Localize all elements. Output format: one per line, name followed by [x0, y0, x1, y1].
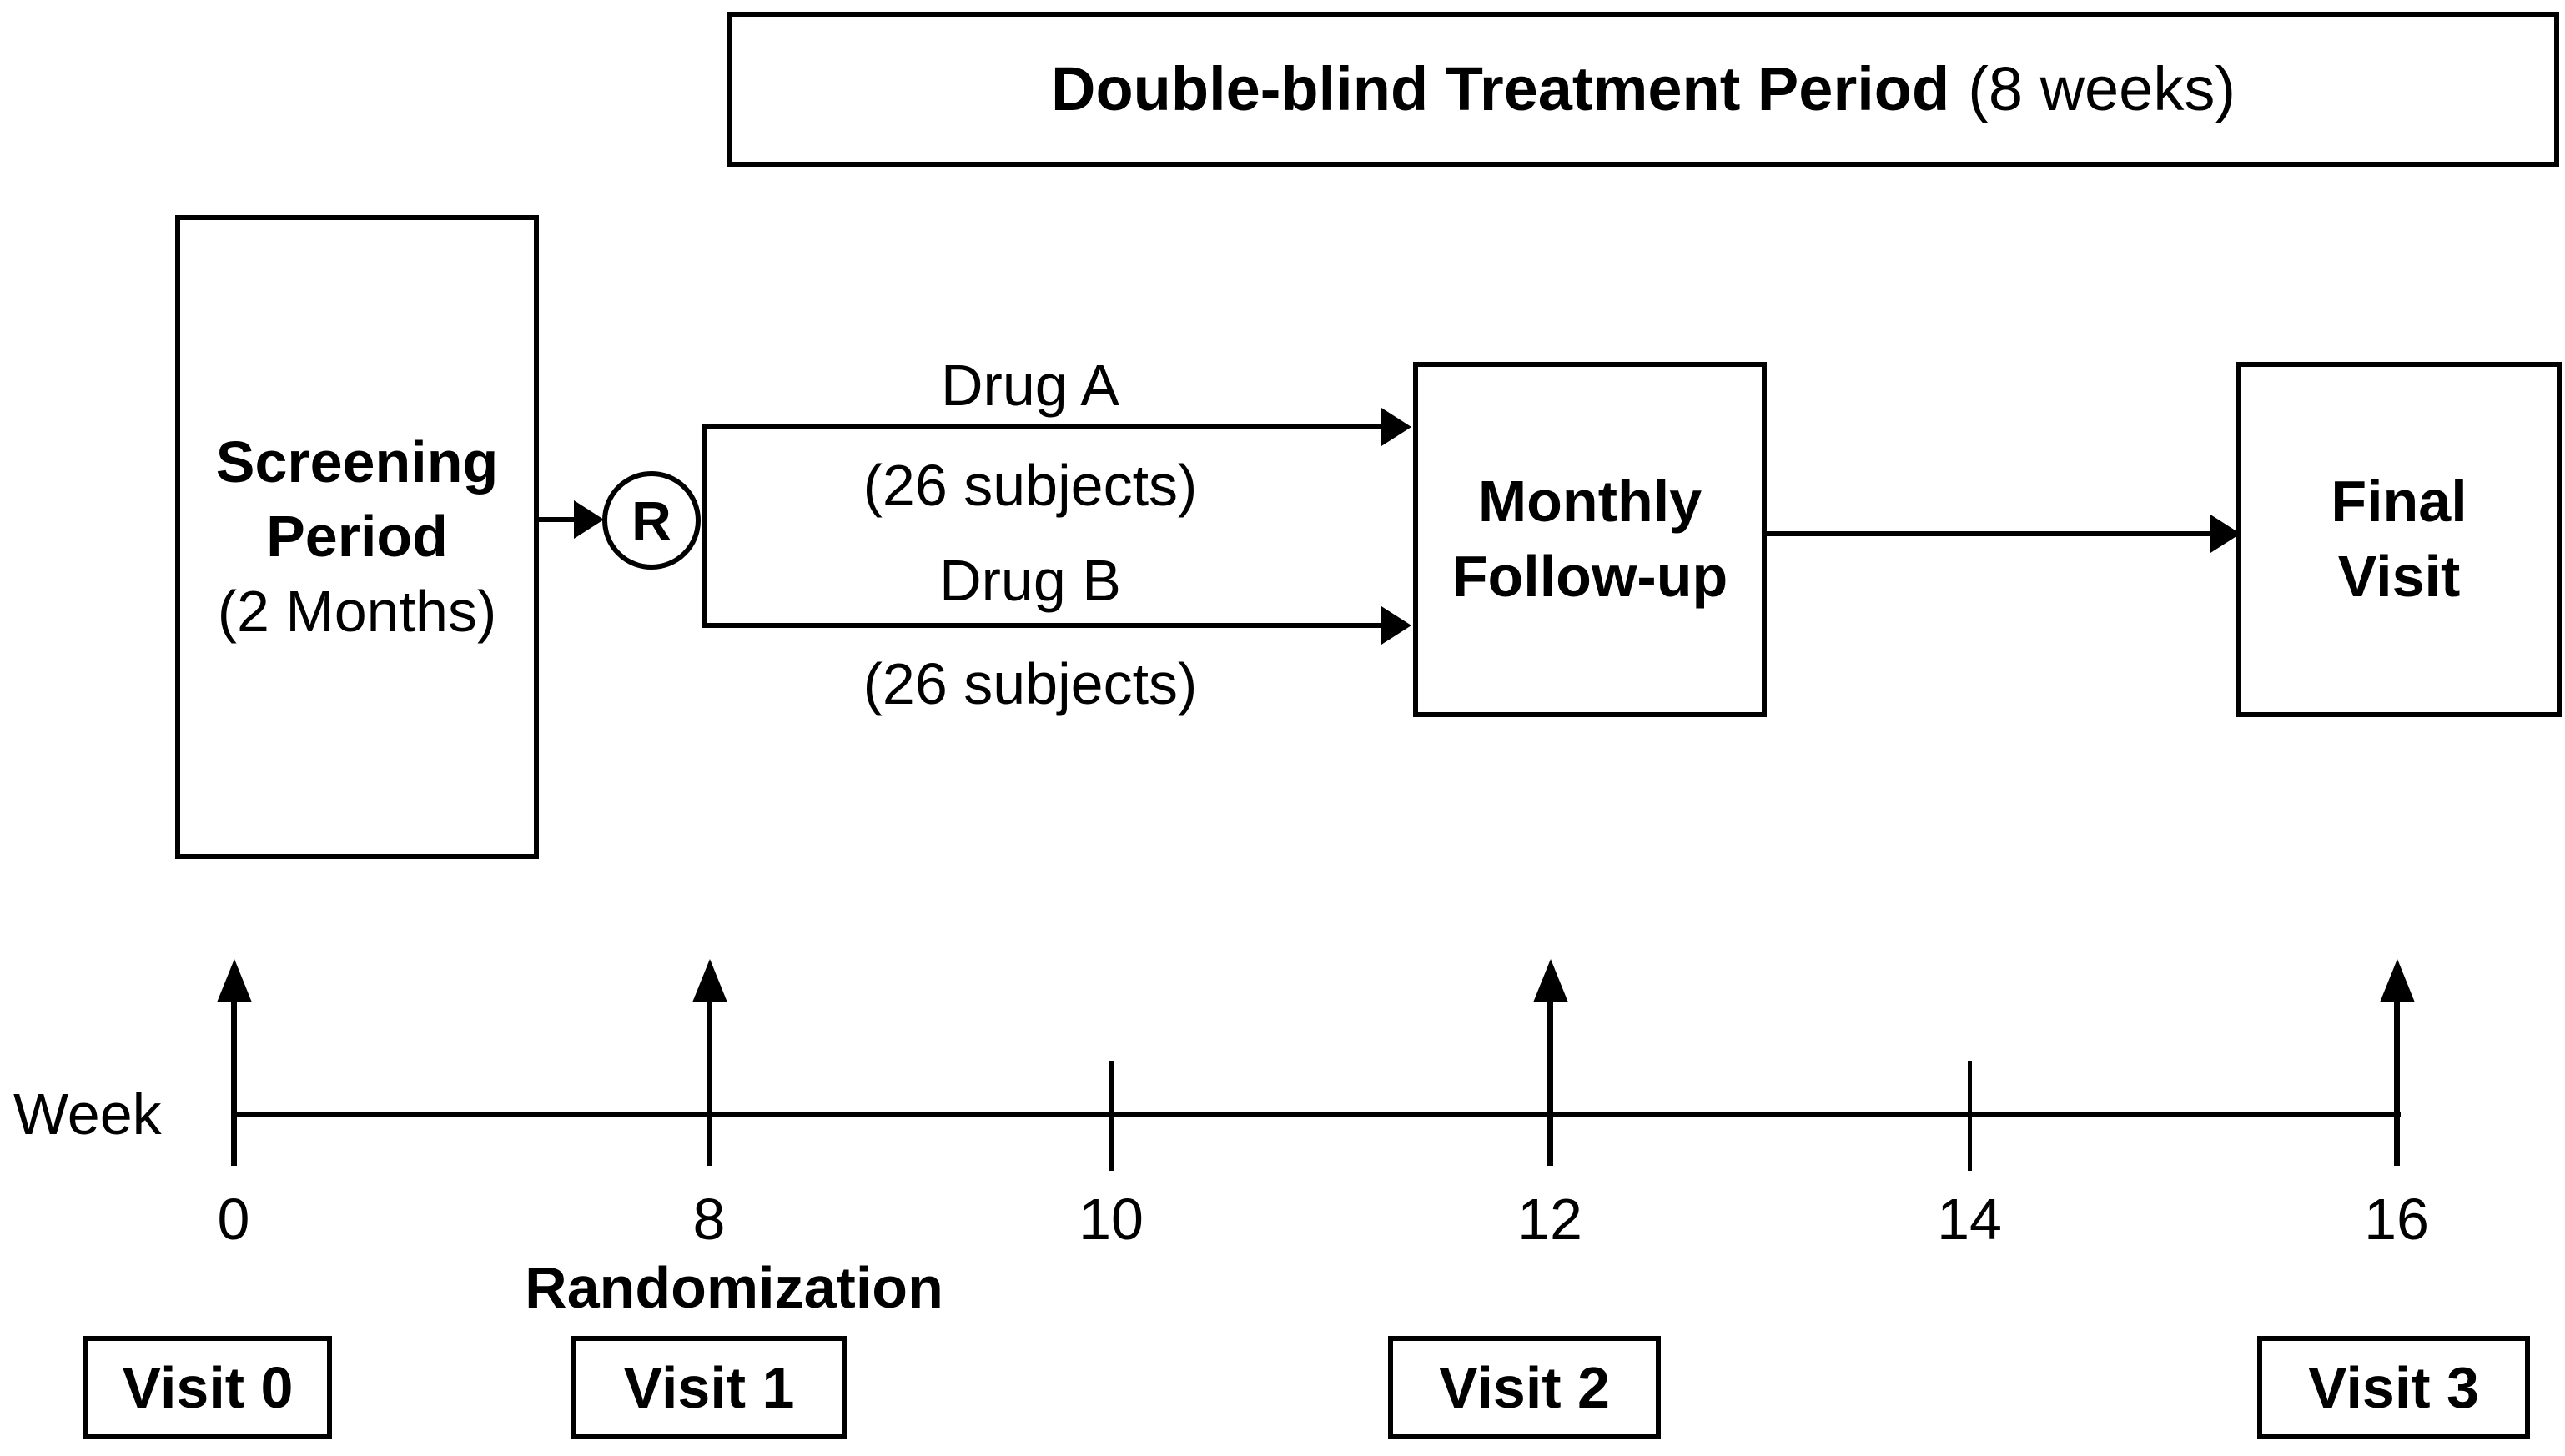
randomization-node: R: [602, 471, 701, 570]
screening-line2: Period: [266, 504, 448, 570]
arrowhead-right-icon: [1381, 606, 1411, 645]
timeline-axis-line: [232, 1112, 2401, 1117]
week-label-16: 16: [2364, 1187, 2429, 1252]
visit-3-box: Visit 3: [2257, 1336, 2530, 1439]
final-visit-line2: Visit: [2337, 544, 2461, 609]
screening-to-r-connector-line: [537, 517, 579, 522]
visit-0-box: Visit 0: [83, 1336, 332, 1439]
up-arrowhead-icon: [2380, 959, 2415, 1002]
arm-b-drug-label: Drug B: [939, 548, 1121, 613]
visit-3-label: Visit 3: [2308, 1355, 2479, 1420]
screening-duration: (2 Months): [217, 578, 497, 644]
tick-week-10: [1109, 1061, 1114, 1171]
followup-to-final-connector-line: [1767, 531, 2219, 536]
monthly-followup-line2: Follow-up: [1451, 544, 1728, 609]
screening-period-box: Screening Period (2 Months): [175, 215, 539, 859]
treatment-period-banner: Double-blind Treatment Period (8 weeks): [727, 12, 2559, 167]
week-label-8: 8: [692, 1187, 726, 1252]
week-label-12: 12: [1517, 1187, 1582, 1252]
week-label-0: 0: [217, 1187, 250, 1252]
monthly-followup-line1: Monthly: [1477, 469, 1702, 535]
visit-2-label: Visit 2: [1439, 1355, 1610, 1420]
tick-week-14: [1968, 1061, 1972, 1171]
randomization-label: Randomization: [525, 1255, 943, 1320]
monthly-followup-box: Monthly Follow-up: [1413, 362, 1767, 717]
up-arrow-week-12: [1547, 999, 1553, 1166]
arm-b-connector-line: [702, 623, 1385, 628]
final-visit-line1: Final: [2331, 469, 2467, 535]
arrowhead-right-icon: [574, 500, 604, 539]
arm-a-connector-line: [702, 424, 1385, 429]
up-arrowhead-icon: [692, 959, 727, 1002]
arm-a-drug-label: Drug A: [941, 353, 1119, 418]
banner-title: Double-blind Treatment Period: [1051, 53, 1950, 123]
final-visit-box: Final Visit: [2236, 362, 2562, 717]
arm-bracket-line: [702, 424, 707, 628]
visit-1-box: Visit 1: [571, 1336, 847, 1439]
up-arrowhead-icon: [1533, 959, 1568, 1002]
randomization-node-label: R: [631, 490, 671, 551]
visit-1-label: Visit 1: [623, 1355, 795, 1420]
visit-2-box: Visit 2: [1388, 1336, 1661, 1439]
week-axis-label: Week: [13, 1082, 162, 1147]
banner-duration: (8 weeks): [1968, 53, 2236, 123]
arm-b-subjects-label: (26 subjects): [863, 651, 1198, 716]
week-label-14: 14: [1937, 1187, 2002, 1252]
up-arrow-week-0: [231, 999, 237, 1166]
up-arrowhead-icon: [217, 959, 252, 1002]
up-arrow-week-8: [707, 999, 712, 1166]
screening-line1: Screening: [215, 429, 499, 495]
arrowhead-right-icon: [1381, 408, 1411, 446]
visit-0-label: Visit 0: [122, 1355, 294, 1420]
week-label-10: 10: [1079, 1187, 1144, 1252]
up-arrow-week-16: [2394, 999, 2400, 1166]
arm-a-subjects-label: (26 subjects): [863, 453, 1198, 518]
